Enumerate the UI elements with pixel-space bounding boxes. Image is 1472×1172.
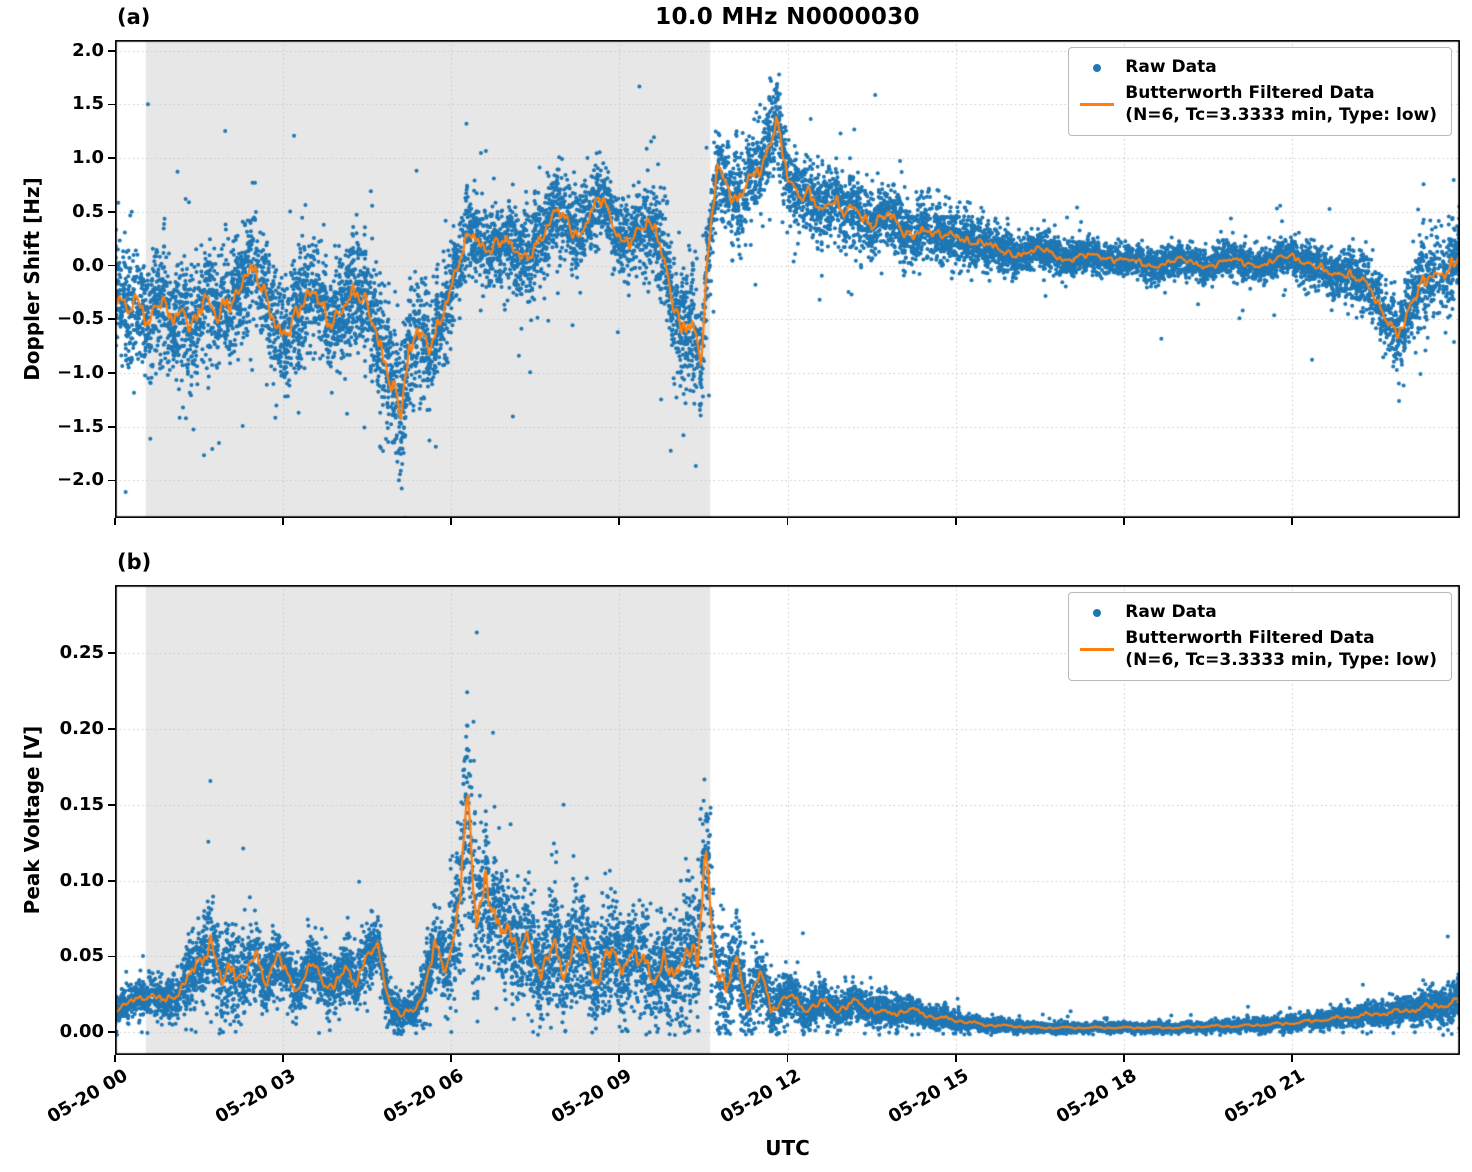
figure-title: 10.0 MHz N0000030 — [655, 4, 920, 30]
y-tick-label: 0.00 — [59, 1021, 104, 1043]
y-tick-label: −0.5 — [57, 308, 104, 330]
x-tick-mark — [1290, 1055, 1293, 1062]
x-tick-mark — [1122, 1055, 1125, 1062]
x-tick-label: 05-20 00 — [44, 1065, 132, 1128]
x-tick-mark — [450, 1055, 453, 1062]
y-tick-mark — [108, 425, 115, 428]
x-tick-mark — [282, 518, 285, 525]
x-tick-label: 05-20 12 — [716, 1065, 804, 1128]
x-tick-label: 05-20 09 — [548, 1065, 636, 1128]
x-tick-mark — [618, 1055, 621, 1062]
y-tick-mark — [108, 728, 115, 730]
y-tick-mark — [108, 803, 115, 806]
y-tick-label: 0.15 — [59, 793, 104, 815]
filtered-line-marker-icon — [1080, 648, 1115, 651]
x-tick-label: 05-20 18 — [1052, 1065, 1141, 1128]
x-tick-label: 05-20 06 — [380, 1065, 468, 1128]
y-tick-label: 0.0 — [72, 254, 104, 276]
raw-data-marker-icon — [1093, 608, 1102, 617]
x-tick-mark — [954, 518, 957, 525]
y-tick-mark — [108, 318, 115, 321]
filtered-line-marker-icon — [1080, 103, 1115, 106]
y-tick-label: 0.20 — [59, 718, 104, 740]
legend-panel-b: Raw Data Butterworth Filtered Data (N=6, … — [1068, 592, 1452, 681]
y-tick-mark — [108, 157, 115, 160]
y-tick-label: 0.10 — [59, 869, 104, 891]
y-tick-mark — [108, 652, 115, 655]
x-tick-mark — [1290, 518, 1293, 525]
y-tick-mark — [108, 955, 115, 958]
y-tick-mark — [108, 372, 115, 374]
legend-filtered-label: Butterworth Filtered Data — [1125, 628, 1375, 649]
y-tick-label: −1.0 — [57, 361, 104, 383]
raw-data-marker-icon — [1093, 63, 1102, 72]
y-tick-mark — [108, 49, 115, 52]
legend-item-raw-data: Raw Data — [1079, 602, 1437, 623]
x-tick-mark — [954, 1055, 957, 1062]
y-tick-label: 1.5 — [72, 93, 104, 115]
x-tick-mark — [114, 1055, 116, 1062]
legend-filtered-sublabel: (N=6, Tc=3.3333 min, Type: low) — [1125, 104, 1437, 125]
legend-panel-a: Raw Data Butterworth Filtered Data (N=6, … — [1068, 47, 1452, 136]
panel-b-tag: (b) — [117, 550, 152, 574]
x-tick-label: 05-20 03 — [212, 1065, 300, 1128]
y-tick-label: 0.5 — [72, 200, 104, 222]
y-tick-mark — [108, 1031, 115, 1034]
y-tick-label: −1.5 — [57, 415, 104, 437]
panel-a-tag: (a) — [117, 5, 151, 29]
legend-filtered-label-block: Butterworth Filtered Data (N=6, Tc=3.3333… — [1125, 628, 1437, 671]
y-tick-label: 2.0 — [72, 39, 104, 61]
legend-item-filtered-data: Butterworth Filtered Data (N=6, Tc=3.3333… — [1079, 83, 1437, 126]
y-tick-label: −2.0 — [57, 469, 104, 491]
x-tick-mark — [114, 518, 116, 525]
utc-axis-label: UTC — [765, 1136, 810, 1160]
y-tick-mark — [108, 103, 115, 106]
x-tick-mark — [282, 1055, 285, 1062]
y-tick-mark — [108, 479, 115, 482]
legend-raw-data-label: Raw Data — [1125, 57, 1217, 77]
y-tick-label: 1.0 — [72, 147, 104, 169]
legend-item-raw-data: Raw Data — [1079, 57, 1437, 78]
y-tick-label: 0.25 — [59, 642, 104, 664]
x-tick-label: 05-20 15 — [884, 1065, 973, 1128]
x-tick-mark — [786, 518, 789, 525]
legend-filtered-label-block: Butterworth Filtered Data (N=6, Tc=3.3333… — [1125, 83, 1437, 126]
y-tick-mark — [108, 879, 115, 882]
x-tick-mark — [786, 1055, 789, 1062]
legend-handle — [1079, 648, 1115, 651]
x-tick-mark — [450, 518, 453, 525]
legend-filtered-sublabel: (N=6, Tc=3.3333 min, Type: low) — [1125, 649, 1437, 670]
y-tick-mark — [108, 210, 115, 213]
y-tick-label: 0.05 — [59, 945, 104, 967]
legend-handle — [1079, 608, 1115, 617]
y-tick-mark — [108, 264, 115, 267]
legend-filtered-label: Butterworth Filtered Data — [1125, 83, 1375, 104]
x-tick-mark — [1122, 518, 1125, 525]
legend-raw-data-label: Raw Data — [1125, 602, 1217, 622]
legend-handle — [1079, 103, 1115, 106]
x-tick-mark — [618, 518, 621, 525]
legend-handle — [1079, 63, 1115, 72]
legend-item-filtered-data: Butterworth Filtered Data (N=6, Tc=3.3333… — [1079, 628, 1437, 671]
x-tick-label: 05-20 21 — [1220, 1065, 1309, 1128]
